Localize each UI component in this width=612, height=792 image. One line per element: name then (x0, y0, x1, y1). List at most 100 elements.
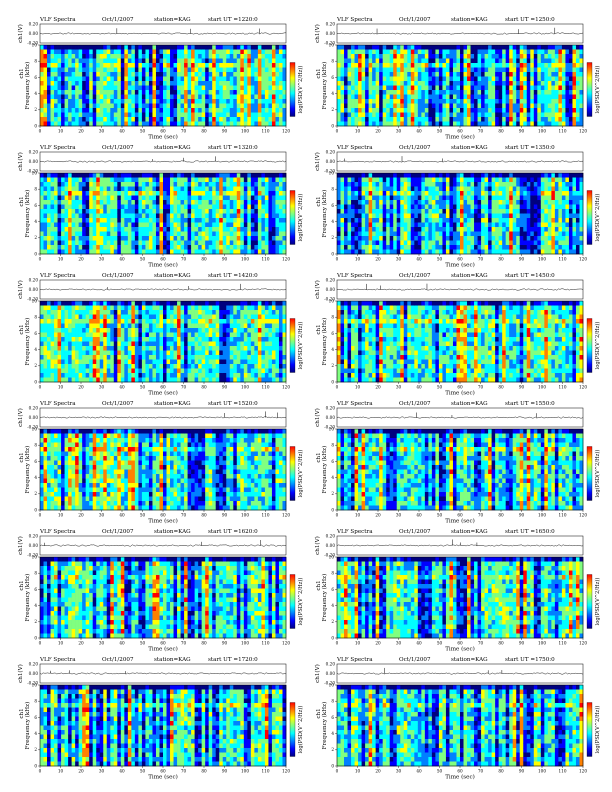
spectrogram-cell (484, 240, 489, 246)
spectrogram-cell (240, 186, 245, 192)
spectrogram-cell (470, 108, 475, 113)
spectrogram-cell (110, 117, 115, 122)
spectrogram-cell (523, 218, 528, 223)
spectrogram-cell (340, 108, 345, 113)
spectrogram-cell (498, 45, 503, 50)
spectrogram-cell (75, 222, 79, 228)
spectrogram-cell (89, 195, 94, 201)
spectrogram-cell (438, 103, 443, 109)
spectrogram-cell (344, 173, 348, 178)
spectrogram-cell (502, 49, 506, 55)
spectrogram-cell (163, 63, 167, 68)
spectrogram-cell (198, 117, 202, 122)
spectrogram-cell (361, 227, 366, 232)
spectrogram-cell (127, 99, 132, 104)
spectrogram-cell (191, 227, 195, 232)
spectrogram-cell (240, 90, 245, 95)
spectrogram-cell (565, 72, 570, 77)
spectrogram-cell (540, 45, 545, 50)
spectrogram-cell (474, 182, 478, 187)
spectrogram-cell (61, 249, 65, 255)
spectrogram-cell (117, 186, 122, 192)
spectrogram-cell (243, 173, 248, 178)
ch1-tick-label: 0.20 (29, 149, 39, 154)
spectrogram-cell (410, 213, 415, 219)
spectrogram-cell (414, 240, 419, 246)
spectrogram-cell (509, 209, 514, 214)
spectrogram-cell (113, 191, 118, 196)
spectrogram-cell (180, 112, 185, 118)
spectrogram-cell (166, 54, 171, 59)
spectrogram-cell (187, 245, 192, 250)
spectrogram-cell (505, 121, 510, 127)
spectrogram-cell (163, 99, 167, 104)
spectrogram-cell (173, 236, 178, 241)
spectrogram-cell (382, 182, 387, 187)
spectrogram-cell (152, 173, 157, 178)
spectrogram-cell (474, 209, 478, 214)
spectrogram-cell (449, 63, 454, 68)
spectrogram-cell (134, 67, 139, 73)
spectrogram-cell (212, 186, 217, 192)
spectrogram-cell (386, 112, 391, 118)
spectrogram-cell (64, 182, 69, 187)
spectrogram-cell (264, 99, 269, 104)
spectrogram-cell (215, 72, 220, 77)
spectrogram-cell (117, 240, 122, 246)
time-tick-label: 0 (336, 129, 339, 134)
spectrogram-cell (113, 182, 118, 187)
spectrogram-cell (442, 200, 447, 205)
spectrogram-cell (184, 81, 188, 86)
spectrogram-cell (50, 63, 55, 68)
spectrogram-cell (445, 99, 450, 104)
spectrogram-cell (533, 108, 538, 113)
spectrogram-cell (403, 54, 408, 59)
spectrogram-cell (64, 204, 69, 210)
spectrogram-cell (526, 117, 531, 122)
spectrogram-cell (344, 76, 348, 82)
spectrogram-cell (261, 204, 266, 210)
colorbar (289, 62, 296, 117)
spectrogram-cell (365, 63, 369, 68)
spectrogram-cell (170, 58, 174, 64)
spectrogram-cell (337, 231, 341, 237)
spectrogram-cell (344, 117, 348, 122)
spectrogram-cell (282, 231, 287, 237)
spectrogram-cell (271, 121, 276, 127)
spectrogram-cell (502, 218, 506, 223)
spectrogram-cell (452, 173, 457, 178)
spectrogram-cell (215, 99, 220, 104)
spectrogram-cell (354, 112, 359, 118)
spectrogram-cell (92, 81, 97, 86)
spectrogram-cell (82, 231, 86, 237)
spectrogram-cell (368, 85, 373, 91)
spectrogram-cell (50, 85, 55, 91)
spectrogram-cell (254, 173, 259, 178)
spectrogram-cell (519, 218, 524, 223)
spectrogram-cell (403, 103, 408, 109)
spectrogram-cell (452, 103, 457, 109)
spectrogram-cell (484, 90, 489, 95)
spectrogram-cell (215, 200, 220, 205)
spectrogram-cell (89, 99, 94, 104)
spectrogram-cell (243, 249, 248, 255)
spectrogram-cell (138, 177, 143, 183)
spectrogram-cell (198, 182, 202, 187)
spectrogram-cell (435, 227, 440, 232)
spectrogram-cell (568, 99, 573, 104)
spectrogram-cell (155, 49, 160, 55)
spectrogram-cell (54, 90, 58, 95)
spectrogram-cell (431, 191, 436, 196)
spectrogram-cell (271, 245, 276, 250)
spectrogram-cell (452, 121, 457, 127)
spectrogram-cell (75, 58, 79, 64)
spectrogram-cell (509, 231, 514, 237)
spectrogram-cell (523, 236, 528, 241)
spectrogram-cell (134, 117, 139, 122)
spectrogram-cell (78, 117, 83, 122)
spectrogram-cell (382, 49, 387, 55)
spectrogram-cell (54, 108, 58, 113)
spectrogram-cell (106, 173, 111, 178)
spectrogram-cell (68, 90, 72, 95)
spectrogram-cell (403, 249, 408, 255)
